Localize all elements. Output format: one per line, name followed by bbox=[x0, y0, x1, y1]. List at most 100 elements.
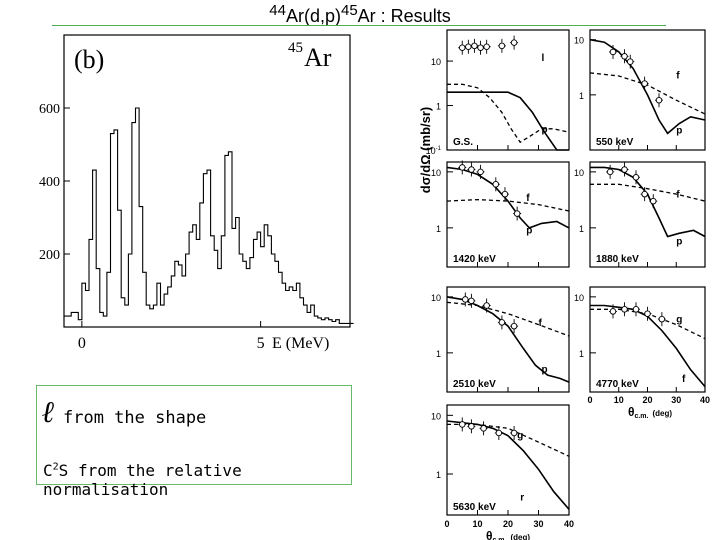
ang-curve-label: f bbox=[676, 70, 680, 81]
ang-ytick-label: 1 bbox=[436, 349, 441, 359]
ang-data-point bbox=[513, 210, 521, 217]
ang-state-label: 5630 keV bbox=[453, 502, 496, 513]
ang-data-point bbox=[468, 166, 475, 173]
ang-data-point bbox=[480, 425, 487, 432]
ang-ytick-label: 10 bbox=[431, 293, 441, 303]
ang-xtick-label: 10 bbox=[614, 395, 624, 405]
ang-data-point bbox=[606, 168, 614, 176]
ang-data-point bbox=[658, 315, 666, 323]
ang-state-label: 1880 keV bbox=[596, 254, 639, 265]
ang-panel-5: 10 1 f p 2510 keV bbox=[431, 286, 570, 393]
ang-panel-2: 10 1 f p 550 keV bbox=[574, 29, 706, 151]
ang-data-point bbox=[498, 319, 506, 326]
ang-dashed-curve bbox=[589, 72, 706, 115]
ang-data-point bbox=[468, 297, 475, 305]
ang-data-point bbox=[650, 197, 657, 205]
ang-panel-6: 10 1 g f 4770 keV bbox=[574, 286, 706, 393]
ang-xlabel-unit: (deg) bbox=[510, 533, 530, 540]
ang-data-point bbox=[462, 296, 469, 303]
ang-xlabel-unit: (deg) bbox=[652, 409, 672, 418]
ang-data-point bbox=[609, 48, 617, 56]
ang-dashed-curve bbox=[447, 83, 570, 144]
ang-data-point bbox=[655, 96, 663, 104]
ang-solid-curve bbox=[447, 91, 569, 151]
ang-ylabel: dσ/dΩ (mb/sr) bbox=[418, 107, 433, 193]
spectrum-ticks: 200 400 600 0 5 bbox=[39, 102, 265, 352]
spectrum-histogram bbox=[64, 107, 354, 324]
ang-curve-label: f bbox=[682, 374, 686, 385]
spectrum-ytick-label: 600 bbox=[39, 102, 60, 117]
ang-xtick-label: 40 bbox=[564, 519, 574, 529]
ang-data-point bbox=[483, 43, 490, 51]
ang-ytick-label: 1 bbox=[436, 224, 441, 234]
ang-data-point bbox=[627, 58, 634, 65]
ang-data-point bbox=[510, 39, 518, 46]
ang-curve-label: r bbox=[520, 493, 524, 504]
ang-xtick-label: 30 bbox=[671, 395, 681, 405]
ang-xtick-label: 0 bbox=[444, 519, 449, 529]
title-product-sup: 45 bbox=[340, 2, 358, 19]
ang-data-point bbox=[641, 190, 648, 198]
ang-data-point bbox=[501, 190, 509, 198]
ang-ytick-exp: -1 bbox=[436, 146, 442, 152]
ang-data-point bbox=[492, 181, 500, 188]
ang-data-point bbox=[632, 306, 640, 313]
ang-data-point bbox=[498, 42, 506, 50]
ang-xtick-label: 30 bbox=[533, 519, 543, 529]
ang-ytick-label: 1 bbox=[579, 224, 584, 234]
ang-xlabel: θc.m.(deg) bbox=[486, 529, 530, 540]
ang-ytick-label: 10 bbox=[574, 36, 584, 46]
ang-xlabel-sub: c.m. bbox=[492, 537, 506, 540]
ang-ytick-label: 10-1 bbox=[426, 146, 442, 156]
ang-curve-label: p bbox=[542, 124, 548, 135]
ang-solid-curve bbox=[446, 296, 570, 383]
ang-data-point bbox=[483, 302, 490, 309]
ang-ylabel-group: dσ/dΩ (mb/sr) bbox=[418, 107, 433, 193]
ang-data-point bbox=[621, 53, 628, 60]
ang-ytick-label: 1 bbox=[436, 470, 441, 480]
l-note-text: from the shape bbox=[63, 408, 207, 428]
ang-panel-3: 10 1 f p 1420 keV bbox=[431, 160, 570, 268]
ang-data-point bbox=[465, 43, 472, 51]
ang-data-point bbox=[459, 421, 466, 428]
ang-state-label: 550 keV bbox=[596, 137, 634, 148]
ang-dashed-curve bbox=[590, 183, 706, 202]
ang-curve-label: p bbox=[542, 364, 548, 375]
spectrum-xlabel: E (MeV) bbox=[272, 335, 329, 352]
ang-xlabel: θc.m.(deg) bbox=[628, 405, 672, 420]
ang-data-point bbox=[471, 42, 478, 50]
title-results: Ar : Results bbox=[357, 6, 451, 26]
l-symbol: ℓ bbox=[42, 396, 55, 429]
ang-data-point bbox=[468, 423, 475, 430]
ang-data-point bbox=[621, 306, 628, 313]
spectrum-ytick-label: 400 bbox=[39, 175, 60, 190]
ang-panel-frame bbox=[446, 404, 570, 516]
c2s-note: C2S from the relative normalisation bbox=[43, 461, 351, 499]
ang-curve-label: f bbox=[676, 189, 680, 200]
ang-data-point bbox=[644, 310, 651, 317]
ang-xtick-label: 20 bbox=[503, 519, 513, 529]
spectrum-isotope-element: Ar bbox=[304, 43, 332, 72]
ang-panel-frame bbox=[589, 286, 706, 393]
ang-xtick-label: 10 bbox=[472, 519, 482, 529]
ang-ytick-label: 1 bbox=[579, 91, 584, 101]
ang-panel-frame bbox=[589, 29, 706, 151]
ang-ytick-label: 10 bbox=[431, 57, 441, 67]
spectrum-xtick-label: 0 bbox=[78, 335, 86, 352]
ang-state-label: 2510 keV bbox=[453, 379, 496, 390]
c2s-letter: C bbox=[43, 461, 53, 480]
ang-state-label: 1420 keV bbox=[453, 254, 496, 265]
ang-panel-1: 10 1 10-1 l p G.S. bbox=[426, 29, 570, 156]
ang-ytick-label: 1 bbox=[579, 349, 584, 359]
ang-ytick-label: 10 bbox=[431, 168, 441, 178]
ang-curve-label: f bbox=[539, 318, 543, 329]
ang-dashed-curve bbox=[447, 423, 570, 457]
ang-curve-label: g bbox=[517, 431, 523, 442]
ang-data-point bbox=[459, 164, 466, 171]
ang-data-point bbox=[609, 308, 617, 315]
ang-solid-curve bbox=[446, 420, 570, 510]
ang-panel-4: 10 1 f p 1880 keV bbox=[574, 161, 706, 268]
